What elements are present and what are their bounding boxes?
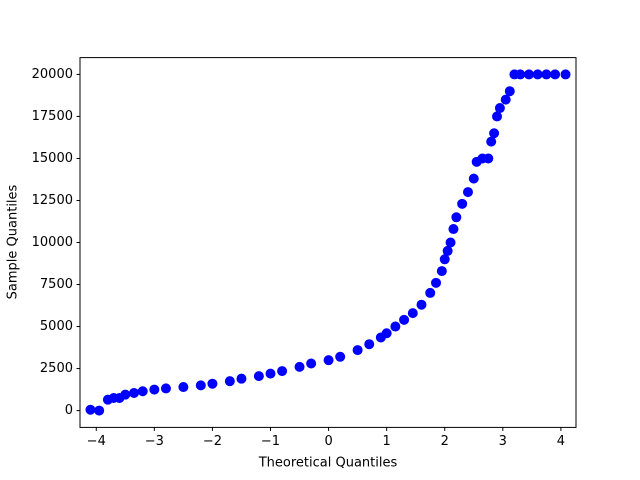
point	[462, 187, 473, 198]
y-tick-label: 7500	[40, 277, 73, 292]
x-tick-label: −4	[87, 434, 106, 449]
point	[445, 237, 456, 248]
point	[483, 153, 494, 164]
x-axis-label: Theoretical Quantiles	[258, 456, 398, 471]
point	[277, 366, 288, 377]
point	[494, 103, 505, 114]
point	[381, 328, 392, 339]
point	[541, 69, 552, 80]
x-tick-label: −3	[145, 434, 164, 449]
point	[224, 376, 235, 387]
y-tick-label: 20000	[32, 67, 73, 82]
y-tick-label: 0	[65, 403, 73, 418]
point	[500, 94, 511, 105]
point	[94, 405, 105, 416]
point	[253, 371, 264, 382]
x-tick-label: −1	[261, 434, 280, 449]
point	[207, 378, 218, 389]
x-tick-label: 1	[383, 434, 391, 449]
point	[492, 111, 503, 122]
point	[523, 69, 534, 80]
point	[236, 373, 247, 384]
point	[407, 308, 418, 319]
point	[486, 136, 497, 147]
point	[306, 358, 317, 369]
point	[436, 266, 447, 277]
point	[468, 173, 479, 184]
point	[515, 69, 526, 80]
point	[352, 345, 363, 356]
point	[416, 299, 427, 310]
x-tick-label: 3	[499, 434, 507, 449]
point	[560, 69, 571, 80]
point	[323, 355, 334, 366]
y-tick-label: 5000	[40, 319, 73, 334]
x-tick-label: −2	[203, 434, 222, 449]
point	[137, 386, 148, 397]
point	[425, 287, 436, 298]
point	[431, 277, 442, 288]
y-tick-label: 17500	[32, 109, 73, 124]
point	[265, 368, 276, 379]
y-tick-label: 15000	[32, 151, 73, 166]
point	[129, 387, 140, 398]
y-tick-label: 12500	[32, 193, 73, 208]
point	[457, 198, 468, 209]
y-tick-label: 2500	[40, 361, 73, 376]
y-axis-label: Sample Quantiles	[6, 184, 21, 299]
point	[504, 86, 515, 97]
x-tick-label: 0	[324, 434, 332, 449]
point	[439, 254, 450, 265]
point	[195, 380, 206, 391]
y-tick-label: 10000	[32, 235, 73, 250]
plot-area	[79, 57, 577, 428]
point	[532, 69, 543, 80]
point	[120, 389, 131, 400]
point	[149, 384, 160, 395]
point	[178, 382, 189, 393]
point	[399, 314, 410, 325]
point	[85, 404, 96, 415]
point	[294, 361, 305, 372]
point	[390, 321, 401, 332]
point	[335, 351, 346, 362]
point	[442, 245, 453, 256]
point	[364, 339, 375, 350]
point	[489, 128, 500, 139]
point	[448, 224, 459, 235]
point	[160, 383, 171, 394]
point	[451, 212, 462, 223]
point	[550, 69, 561, 80]
x-tick-label: 2	[441, 434, 449, 449]
x-tick-label: 4	[557, 434, 565, 449]
